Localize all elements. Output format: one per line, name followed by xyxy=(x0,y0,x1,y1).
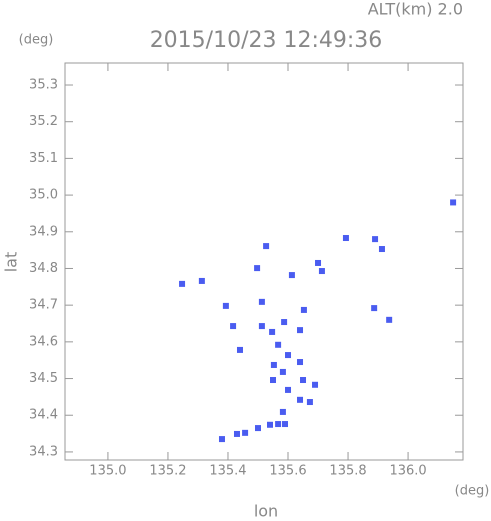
echo-cell xyxy=(279,408,286,415)
echo-cell xyxy=(285,352,292,359)
echo-cell xyxy=(306,399,313,406)
echo-cell xyxy=(297,359,304,366)
echo-cell xyxy=(386,316,393,323)
echo-cell xyxy=(378,246,385,253)
echo-cell xyxy=(342,235,349,242)
echo-cell xyxy=(218,436,225,443)
echo-cell xyxy=(318,268,325,275)
echo-cell xyxy=(242,429,249,436)
altitude-label: ALT(km) 2.0 xyxy=(368,0,463,19)
echo-cell xyxy=(281,319,288,326)
echo-cell xyxy=(263,243,270,250)
echo-cell xyxy=(222,302,229,309)
echo-cell xyxy=(275,341,282,348)
echo-cell xyxy=(315,259,322,266)
echo-cell xyxy=(179,280,186,287)
y-tick-label: 35.3 xyxy=(29,78,58,93)
echo-cell xyxy=(450,199,457,206)
x-tick-label: 135.4 xyxy=(209,464,246,479)
y-tick-label: 34.4 xyxy=(29,408,58,423)
x-tick-label: 136.0 xyxy=(389,464,426,479)
y-tick-label: 34.8 xyxy=(29,261,58,276)
echo-cell xyxy=(285,386,292,393)
echo-cell xyxy=(282,421,289,428)
echo-cell xyxy=(254,265,261,272)
x-tick-label: 135.8 xyxy=(329,464,366,479)
echo-cell xyxy=(267,421,274,428)
echo-cell xyxy=(270,361,277,368)
chart-title: 2015/10/23 12:49:36 xyxy=(150,28,383,53)
echo-cell xyxy=(371,305,378,312)
echo-cell xyxy=(269,328,276,335)
plot-frame xyxy=(64,62,464,461)
echo-cell xyxy=(279,368,286,375)
echo-cell xyxy=(258,323,265,330)
x-tick-label: 135.2 xyxy=(149,464,186,479)
echo-cell xyxy=(230,323,237,330)
echo-cell xyxy=(275,421,282,428)
y-tick-label: 34.7 xyxy=(29,298,58,313)
echo-cell xyxy=(198,277,205,284)
y-axis-label: lat xyxy=(2,252,21,273)
y-tick-label: 34.3 xyxy=(29,444,58,459)
echo-cell xyxy=(312,381,319,388)
echo-cell xyxy=(300,306,307,313)
y-tick-label: 34.6 xyxy=(29,334,58,349)
echo-cell xyxy=(288,272,295,279)
x-tick-label: 135.0 xyxy=(89,464,126,479)
echo-cell xyxy=(258,298,265,305)
echo-cell xyxy=(233,430,240,437)
echo-cell xyxy=(372,236,379,243)
echo-cell xyxy=(300,377,307,384)
x-tick-label: 135.6 xyxy=(269,464,306,479)
echo-cell xyxy=(297,327,304,334)
y-tick-label: 34.5 xyxy=(29,371,58,386)
echo-cell xyxy=(254,425,261,432)
y-tick-label: 35.0 xyxy=(29,188,58,203)
y-tick-label: 34.9 xyxy=(29,224,58,239)
echo-cell xyxy=(270,377,277,384)
y-unit: (deg) xyxy=(19,33,54,48)
x-axis-label: lon xyxy=(254,502,278,521)
echo-cell xyxy=(236,346,243,353)
y-tick-label: 35.2 xyxy=(29,114,58,129)
y-tick-label: 35.1 xyxy=(29,151,58,166)
x-unit: (deg) xyxy=(455,484,490,499)
echo-cell xyxy=(297,396,304,403)
